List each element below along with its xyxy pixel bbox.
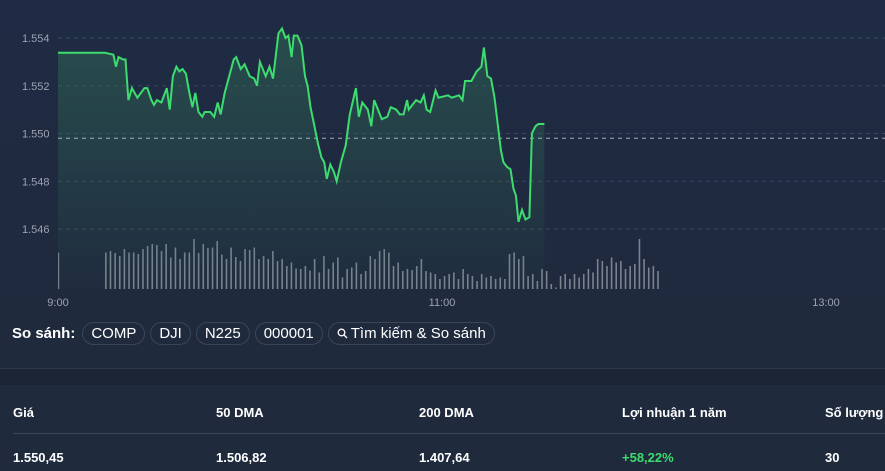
x-tick-label: 13:00 <box>812 297 840 309</box>
volume-bar <box>624 269 627 289</box>
value-50dma: 1.506,82 <box>216 450 267 465</box>
volume-bar <box>545 271 548 289</box>
y-tick-label: 1.550 <box>22 129 50 141</box>
price-chart[interactable]: 1.546 1.548 1.550 1.552 1.554 9:00 11:00 13:00 <box>0 0 885 315</box>
compare-chip-comp[interactable]: COMP <box>82 322 146 345</box>
volume-bar <box>564 274 566 289</box>
compare-chip-dji[interactable]: DJI <box>150 322 191 345</box>
price-line <box>58 26 545 223</box>
volume-bar <box>620 261 622 289</box>
compare-bar: So sánh: COMP DJI N225 000001 Tìm kiếm &… <box>12 322 495 345</box>
x-tick-label: 11:00 <box>429 297 456 309</box>
search-icon <box>337 328 348 339</box>
header-200dma: 200 DMA <box>419 405 474 420</box>
compare-chip-n225[interactable]: N225 <box>195 322 250 345</box>
volume-bar <box>615 262 618 289</box>
price-area <box>58 28 545 289</box>
volume-bar <box>606 266 608 289</box>
volume-bar <box>592 272 594 289</box>
compare-chip-000001[interactable]: 000001 <box>254 322 323 345</box>
volume-bar <box>634 264 636 289</box>
y-tick-label: 1.546 <box>22 224 50 236</box>
volume-bar <box>652 266 655 289</box>
value-200dma: 1.407,64 <box>419 450 470 465</box>
volume-bar <box>559 276 562 289</box>
value-quantity: 30 <box>825 450 840 465</box>
volume-bar <box>643 259 645 289</box>
volume-bar <box>555 287 557 289</box>
volume-bar <box>657 271 659 289</box>
search-compare-button[interactable]: Tìm kiếm & So sánh <box>327 322 495 345</box>
volume-bar <box>582 274 585 289</box>
header-50dma: 50 DMA <box>216 405 264 420</box>
y-tick-label: 1.548 <box>22 176 50 188</box>
header-1y-return: Lợi nhuận 1 năm <box>622 405 727 420</box>
search-compare-label: Tìm kiếm & So sánh <box>350 325 486 342</box>
volume-bar <box>578 277 580 289</box>
volume-bar <box>573 274 576 289</box>
stats-separator <box>13 433 885 434</box>
volume-bar <box>629 266 631 289</box>
volume-bar <box>610 257 613 289</box>
volume-bar <box>569 279 571 289</box>
value-1y-return: +58,22% <box>622 450 674 465</box>
volume-bar <box>638 239 641 289</box>
volume-bar <box>647 267 650 289</box>
header-quantity: Số lượng <box>825 405 884 420</box>
value-price: 1.550,45 <box>13 450 64 465</box>
compare-label: So sánh: <box>12 325 76 342</box>
volume-bar <box>601 261 604 289</box>
volume-bar <box>550 284 553 289</box>
y-tick-label: 1.552 <box>22 81 50 93</box>
section-divider <box>0 368 885 386</box>
stats-table: Giá 50 DMA 200 DMA Lợi nhuận 1 năm Số lư… <box>0 385 885 471</box>
header-price: Giá <box>13 405 34 420</box>
volume-bar <box>587 269 590 289</box>
x-tick-label: 9:00 <box>47 297 68 309</box>
volume-bar <box>596 259 599 289</box>
y-tick-label: 1.554 <box>22 33 50 45</box>
